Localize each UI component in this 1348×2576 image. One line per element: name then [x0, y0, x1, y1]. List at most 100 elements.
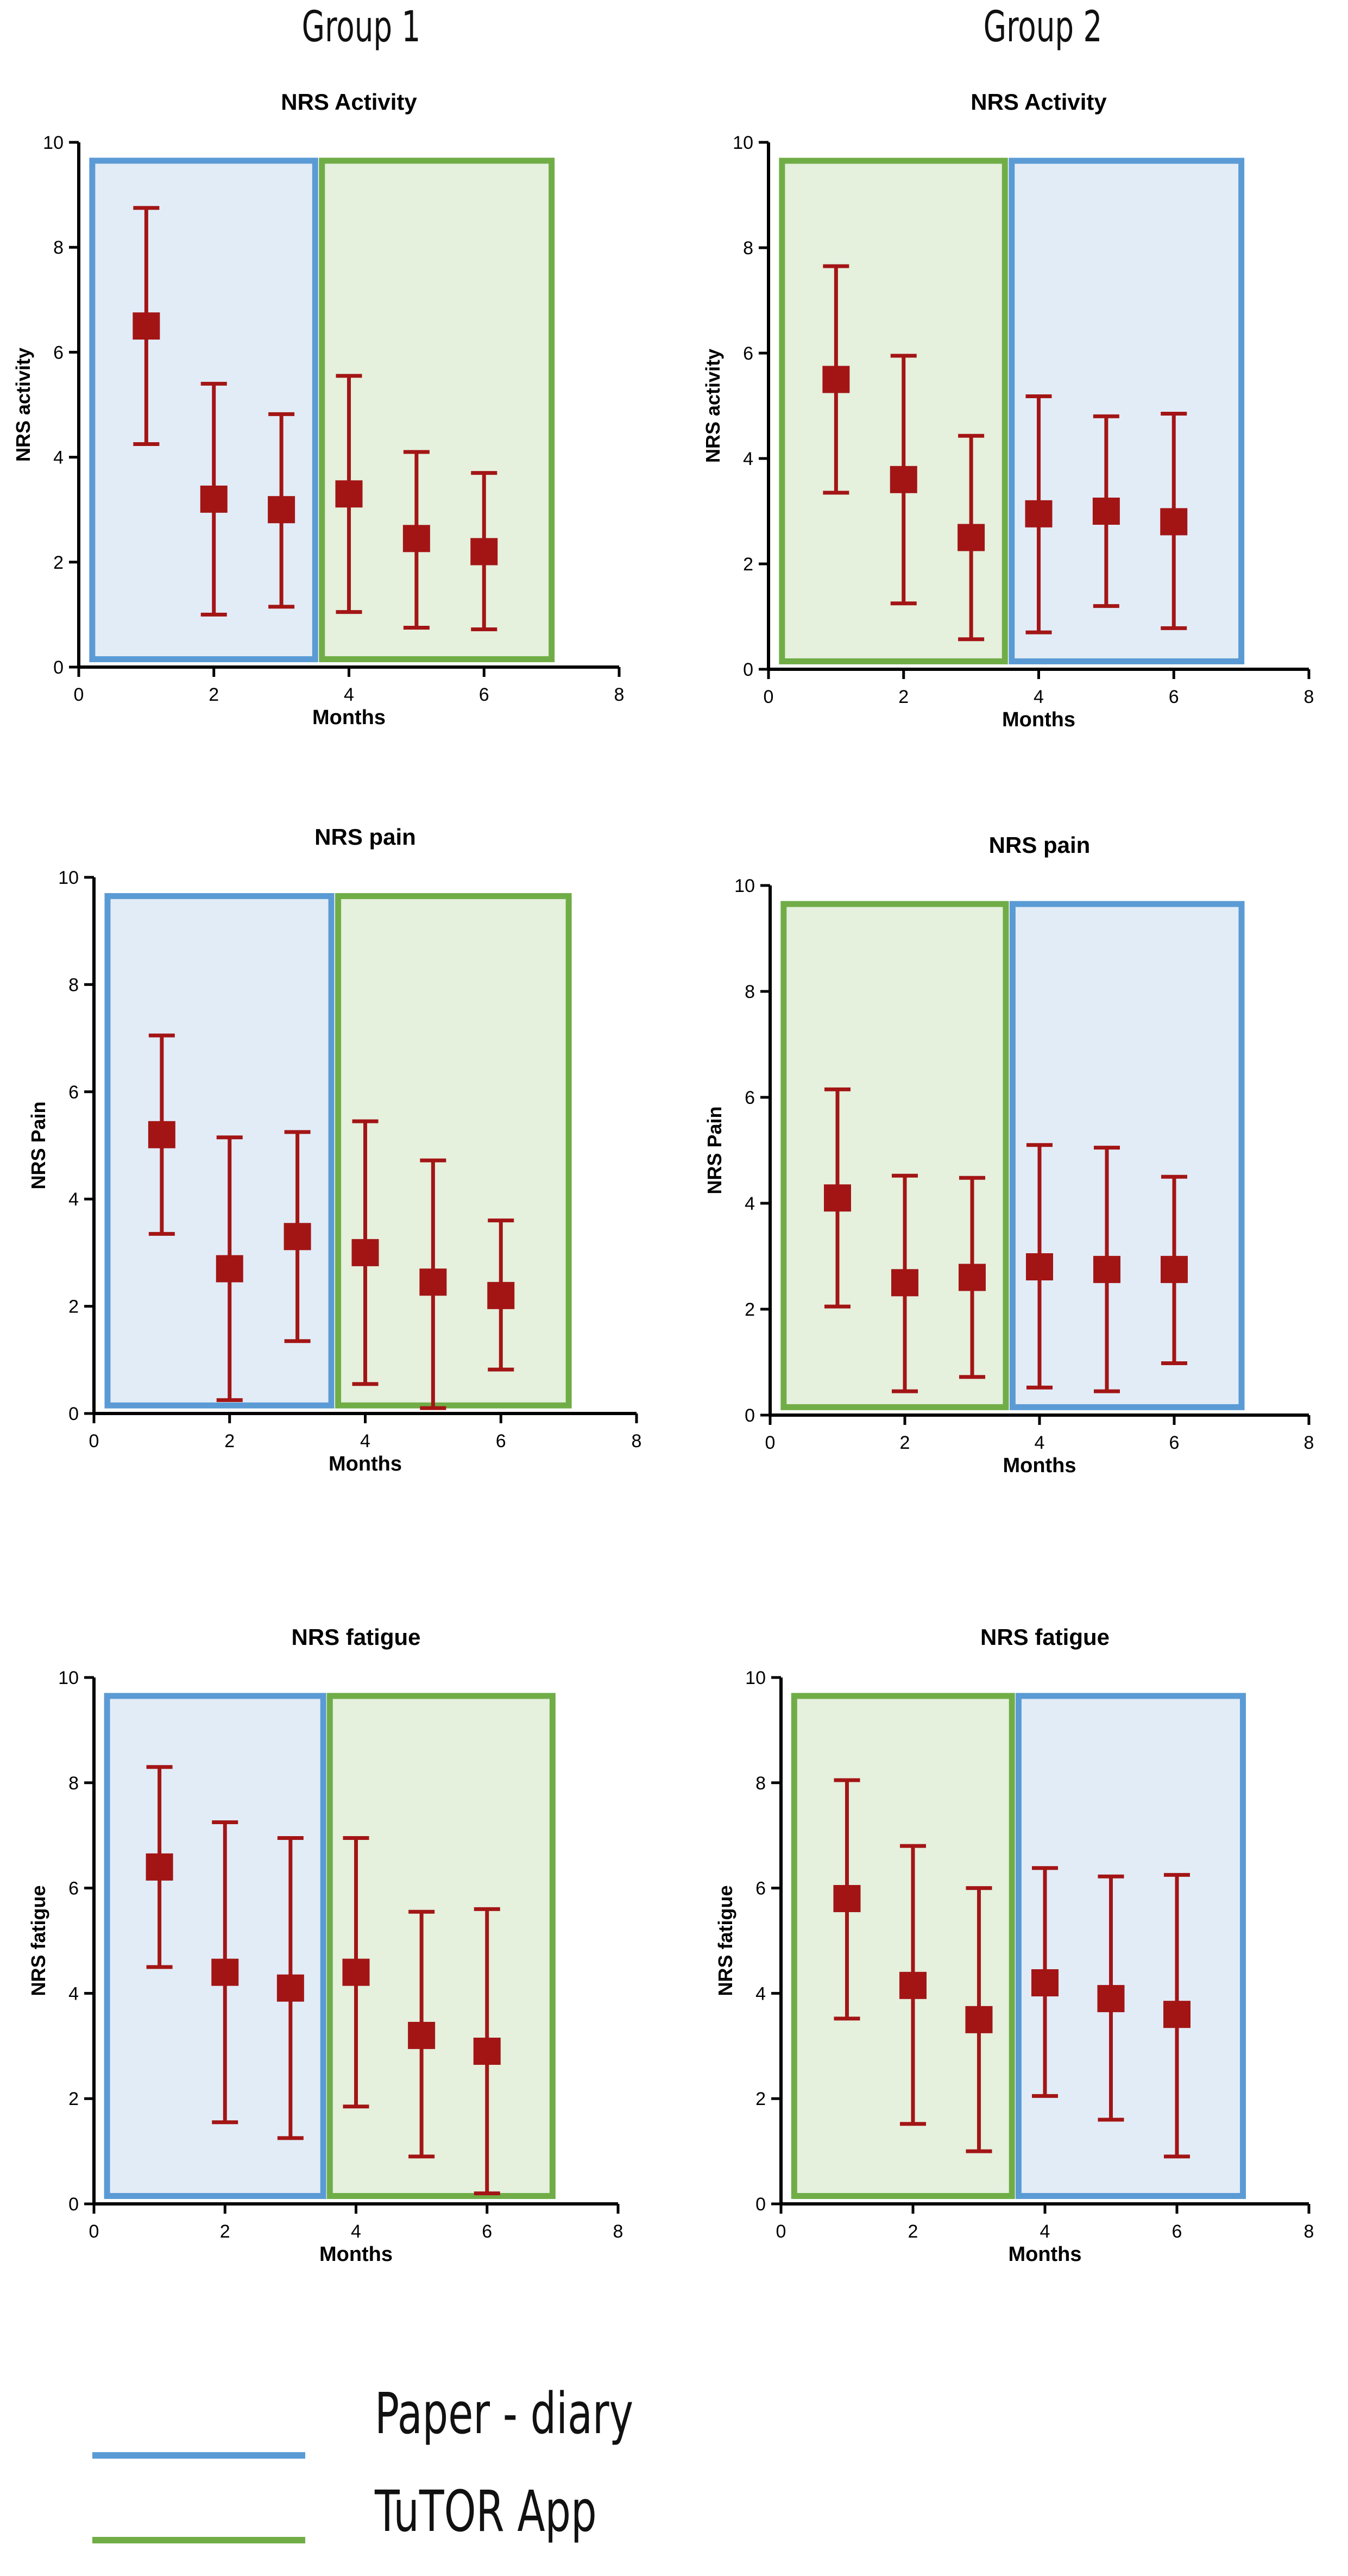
mean-marker [890, 466, 917, 493]
x-tick-label: 2 [220, 2221, 230, 2242]
x-tick-label: 8 [1304, 687, 1314, 707]
mean-marker [470, 538, 498, 566]
y-tick-label: 0 [53, 657, 64, 678]
y-axis-label: NRS Pain [27, 1101, 49, 1189]
x-tick-label: 6 [1172, 2221, 1182, 2242]
y-tick-label: 10 [58, 1668, 79, 1688]
y-tick-label: 0 [68, 1404, 79, 1424]
y-tick-label: 10 [745, 1668, 766, 1688]
x-tick-label: 0 [765, 1432, 776, 1453]
mean-marker [1026, 1253, 1053, 1280]
group-1-header: Group 1 [301, 3, 421, 52]
y-tick-label: 2 [68, 2089, 79, 2109]
y-tick-label: 2 [68, 1297, 79, 1317]
y-tick-label: 0 [755, 2194, 766, 2215]
phase-box-app [791, 1693, 1015, 2199]
y-tick-label: 6 [68, 1878, 79, 1899]
y-tick-label: 4 [745, 1193, 755, 1214]
mean-marker [200, 485, 228, 513]
y-tick-label: 8 [53, 237, 64, 258]
mean-marker [1031, 1969, 1059, 1997]
mean-marker [958, 524, 985, 551]
y-axis-label: NRS activity [12, 348, 34, 462]
x-tick-label: 2 [224, 1431, 235, 1452]
y-axis-label: NRS Pain [703, 1106, 726, 1194]
mean-marker [1161, 1255, 1188, 1283]
group-2-header: Group 2 [983, 3, 1103, 52]
y-tick-label: 8 [743, 238, 753, 259]
mean-marker [899, 1971, 927, 1999]
y-tick-label: 2 [53, 552, 64, 573]
mean-marker [146, 1853, 173, 1881]
phase-box-app [319, 158, 555, 663]
y-tick-label: 0 [743, 659, 753, 680]
mean-marker [408, 2021, 436, 2049]
mean-marker [216, 1255, 243, 1283]
chart-title: NRS pain [989, 832, 1091, 858]
x-axis-label: Months [312, 706, 386, 729]
x-tick-label: 8 [614, 684, 625, 705]
x-tick-label: 4 [1040, 2221, 1050, 2242]
y-tick-label: 6 [743, 343, 753, 364]
x-tick-label: 6 [1169, 687, 1179, 707]
x-tick-label: 8 [1304, 2221, 1314, 2242]
x-tick-label: 2 [900, 1432, 910, 1453]
x-tick-label: 2 [209, 684, 219, 705]
chart-g2-activity: 0 2 4 6 8 0 2 4 6 8 10 NRS Activity Months NRS activi… [702, 89, 1314, 731]
y-tick-label: 6 [755, 1878, 766, 1899]
y-tick-label: 0 [68, 2194, 79, 2215]
mean-marker [342, 1958, 370, 1986]
y-tick-label: 4 [53, 448, 64, 468]
phase-box-paper [1009, 901, 1245, 1410]
mean-marker [1160, 508, 1188, 536]
y-tick-label: 10 [43, 133, 64, 153]
mean-marker [1097, 1985, 1125, 2013]
chart-g1-pain: 0 2 4 6 8 0 2 4 6 8 10 NRS pain Months NRS Pain [27, 824, 641, 1475]
mean-marker [268, 496, 295, 524]
x-tick-label: 4 [360, 1431, 370, 1452]
mean-marker [833, 1884, 861, 1912]
phase-box-paper [89, 158, 318, 663]
y-tick-label: 2 [755, 2089, 766, 2109]
legend-label-app: TuTOR App [375, 2478, 597, 2544]
y-tick-label: 4 [743, 449, 753, 469]
phase-box-paper [104, 1693, 326, 2199]
mean-marker [148, 1121, 175, 1148]
x-axis-label: Months [319, 2243, 393, 2266]
x-tick-label: 4 [344, 684, 354, 705]
mean-marker [891, 1269, 918, 1297]
x-tick-label: 0 [764, 687, 774, 707]
mean-marker [1093, 1255, 1120, 1283]
y-axis-label: NRS fatigue [714, 1885, 736, 1996]
x-tick-label: 0 [89, 1431, 99, 1452]
chart-g2-pain: 0 2 4 6 8 0 2 4 6 8 10 NRS pain Months NRS Pain [703, 832, 1314, 1477]
x-tick-label: 8 [632, 1431, 642, 1452]
y-tick-label: 8 [68, 1773, 79, 1794]
y-tick-label: 10 [734, 876, 755, 896]
mean-marker [419, 1268, 447, 1296]
mean-marker [351, 1239, 379, 1266]
legend-swatch-app [92, 2537, 305, 2543]
chart-title: NRS fatigue [291, 1624, 420, 1650]
legend-label-paper: Paper - diary [375, 2380, 634, 2447]
y-tick-label: 10 [58, 868, 79, 888]
chart-title: NRS pain [314, 824, 416, 850]
y-tick-label: 4 [68, 1983, 79, 2004]
y-tick-label: 10 [733, 133, 753, 153]
phase-box-app [335, 893, 572, 1409]
y-tick-label: 6 [745, 1088, 755, 1108]
mean-marker [473, 2037, 501, 2065]
mean-marker [824, 1184, 851, 1212]
x-tick-label: 0 [89, 2221, 99, 2242]
x-axis-label: Months [1008, 2243, 1081, 2266]
x-tick-label: 0 [74, 684, 84, 705]
mean-marker [1163, 2001, 1190, 2028]
y-tick-label: 6 [68, 1082, 79, 1103]
y-axis-label: NRS fatigue [27, 1885, 49, 1996]
x-tick-label: 8 [1304, 1432, 1314, 1453]
phase-box-app [326, 1693, 556, 2199]
phase-box-paper [1009, 158, 1245, 664]
x-axis-label: Months [1003, 1454, 1076, 1477]
x-tick-label: 4 [1035, 1432, 1045, 1453]
